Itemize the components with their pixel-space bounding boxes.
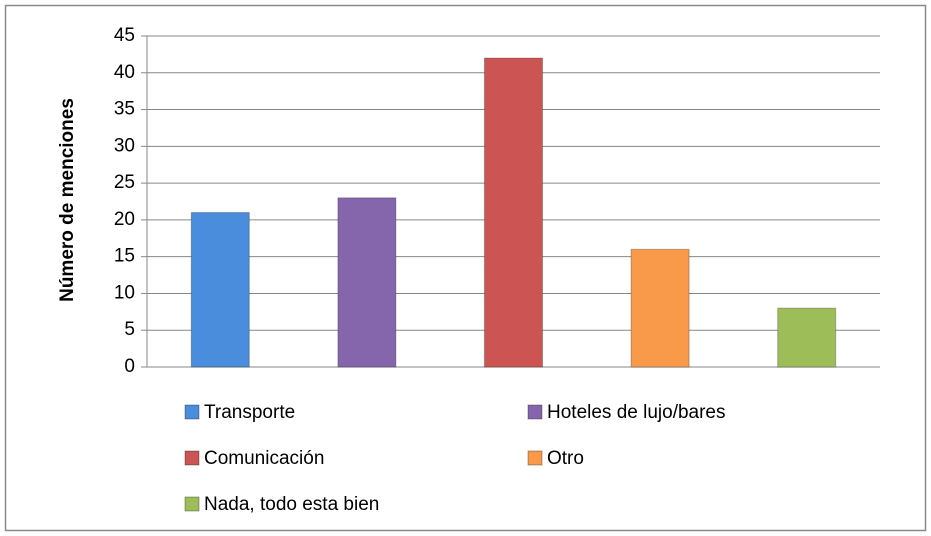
bar	[777, 307, 837, 368]
legend-swatch	[184, 404, 200, 420]
y-tick-label: 35	[114, 99, 135, 120]
y-tick-label: 45	[114, 25, 135, 46]
y-tick-label: 5	[124, 319, 135, 340]
bar	[630, 248, 690, 368]
y-tick-label: 10	[114, 282, 135, 303]
legend-swatch	[527, 450, 543, 466]
legend-label: Nada, todo esta bien	[204, 494, 379, 515]
y-axis-label: Número de menciones	[57, 98, 78, 302]
bar	[337, 197, 397, 368]
legend-label: Comunicación	[204, 448, 324, 469]
y-tick-label: 30	[114, 135, 135, 156]
legend-label: Transporte	[204, 402, 295, 423]
bar	[484, 57, 543, 368]
y-tick-label: 25	[114, 172, 135, 193]
legend-swatch	[184, 450, 200, 466]
y-tick-label: 40	[114, 62, 135, 83]
y-tick-label: 0	[124, 356, 135, 377]
legend-label: Otro	[547, 448, 584, 469]
legend-swatch	[184, 496, 200, 512]
bar	[190, 212, 250, 368]
chart-border	[4, 4, 927, 532]
y-tick-label: 20	[114, 209, 135, 230]
legend-label: Hoteles de lujo/bares	[547, 402, 726, 423]
y-tick-label: 15	[114, 246, 135, 267]
legend-swatch	[527, 404, 543, 420]
